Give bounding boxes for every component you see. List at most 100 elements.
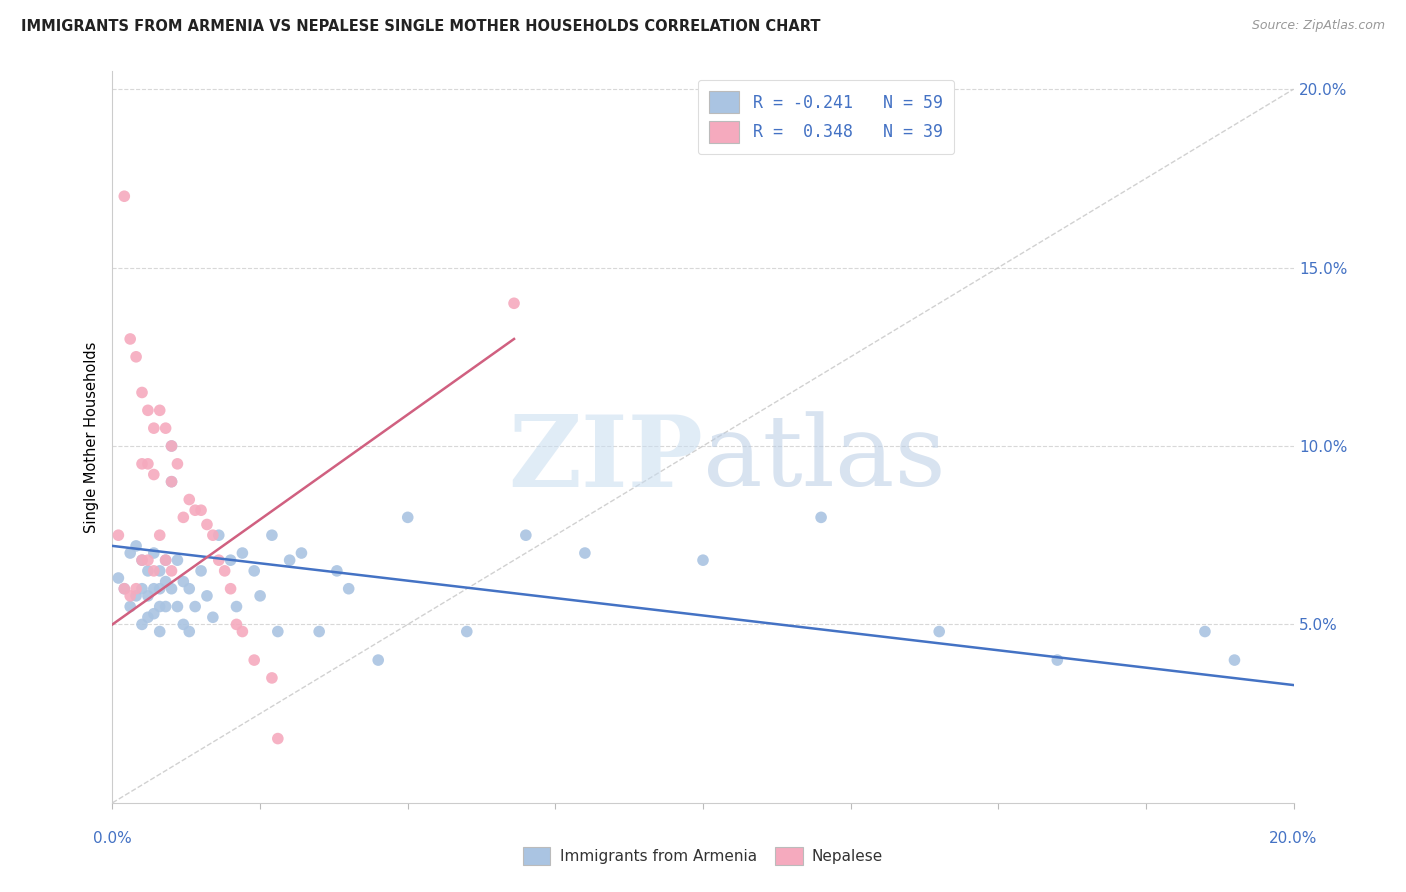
Text: Source: ZipAtlas.com: Source: ZipAtlas.com	[1251, 19, 1385, 31]
Point	[112, 582, 135, 596]
Point	[131, 617, 153, 632]
Point	[131, 582, 153, 596]
Point	[184, 599, 207, 614]
Point	[120, 546, 142, 560]
Point	[149, 403, 172, 417]
Point	[515, 528, 537, 542]
Point	[1223, 653, 1246, 667]
Text: 20.0%: 20.0%	[1270, 831, 1317, 846]
Point	[142, 582, 165, 596]
Text: ZIP: ZIP	[508, 410, 703, 508]
Y-axis label: Single Mother Households: Single Mother Households	[84, 342, 100, 533]
Point	[155, 421, 177, 435]
Point	[179, 624, 201, 639]
Point	[142, 421, 165, 435]
Point	[166, 599, 188, 614]
Point	[190, 564, 212, 578]
Point	[225, 617, 247, 632]
Point	[574, 546, 596, 560]
Point	[136, 553, 159, 567]
Point	[120, 599, 142, 614]
Point	[243, 564, 266, 578]
Point	[155, 553, 177, 567]
Point	[107, 528, 129, 542]
Point	[107, 571, 129, 585]
Point	[308, 624, 330, 639]
Point	[160, 439, 183, 453]
Point	[149, 564, 172, 578]
Point	[267, 624, 290, 639]
Point	[225, 599, 247, 614]
Point	[136, 564, 159, 578]
Point	[928, 624, 950, 639]
Point	[195, 517, 218, 532]
Point	[184, 503, 207, 517]
Point	[201, 528, 224, 542]
Point	[131, 457, 153, 471]
Point	[208, 528, 231, 542]
Legend: R = -0.241   N = 59, R =  0.348   N = 39: R = -0.241 N = 59, R = 0.348 N = 39	[697, 79, 955, 154]
Point	[219, 553, 242, 567]
Point	[1046, 653, 1069, 667]
Point	[160, 475, 183, 489]
Point	[136, 403, 159, 417]
Point	[219, 582, 242, 596]
Point	[195, 589, 218, 603]
Point	[142, 607, 165, 621]
Point	[231, 624, 253, 639]
Point	[142, 564, 165, 578]
Point	[337, 582, 360, 596]
Point	[503, 296, 526, 310]
Point	[112, 189, 135, 203]
Point	[172, 617, 194, 632]
Point	[326, 564, 349, 578]
Point	[456, 624, 478, 639]
Point	[120, 589, 142, 603]
Point	[131, 553, 153, 567]
Point	[249, 589, 271, 603]
Legend: Immigrants from Armenia, Nepalese: Immigrants from Armenia, Nepalese	[517, 841, 889, 871]
Point	[172, 510, 194, 524]
Point	[267, 731, 290, 746]
Point	[172, 574, 194, 589]
Point	[155, 553, 177, 567]
Point	[160, 439, 183, 453]
Point	[155, 599, 177, 614]
Point	[149, 599, 172, 614]
Text: atlas: atlas	[703, 411, 946, 507]
Point	[166, 457, 188, 471]
Point	[243, 653, 266, 667]
Point	[179, 492, 201, 507]
Point	[155, 574, 177, 589]
Point	[1194, 624, 1216, 639]
Point	[136, 610, 159, 624]
Point	[260, 671, 283, 685]
Point	[136, 589, 159, 603]
Point	[136, 457, 159, 471]
Point	[149, 624, 172, 639]
Text: 0.0%: 0.0%	[93, 831, 132, 846]
Point	[208, 553, 231, 567]
Point	[396, 510, 419, 524]
Point	[142, 467, 165, 482]
Point	[231, 546, 253, 560]
Point	[260, 528, 283, 542]
Point	[160, 582, 183, 596]
Point	[142, 546, 165, 560]
Point	[149, 528, 172, 542]
Point	[160, 564, 183, 578]
Point	[131, 553, 153, 567]
Point	[112, 582, 135, 596]
Point	[149, 582, 172, 596]
Point	[179, 582, 201, 596]
Point	[125, 589, 148, 603]
Point	[190, 503, 212, 517]
Point	[166, 553, 188, 567]
Point	[367, 653, 389, 667]
Point	[125, 539, 148, 553]
Point	[120, 332, 142, 346]
Point	[125, 582, 148, 596]
Point	[810, 510, 832, 524]
Point	[214, 564, 236, 578]
Point	[278, 553, 301, 567]
